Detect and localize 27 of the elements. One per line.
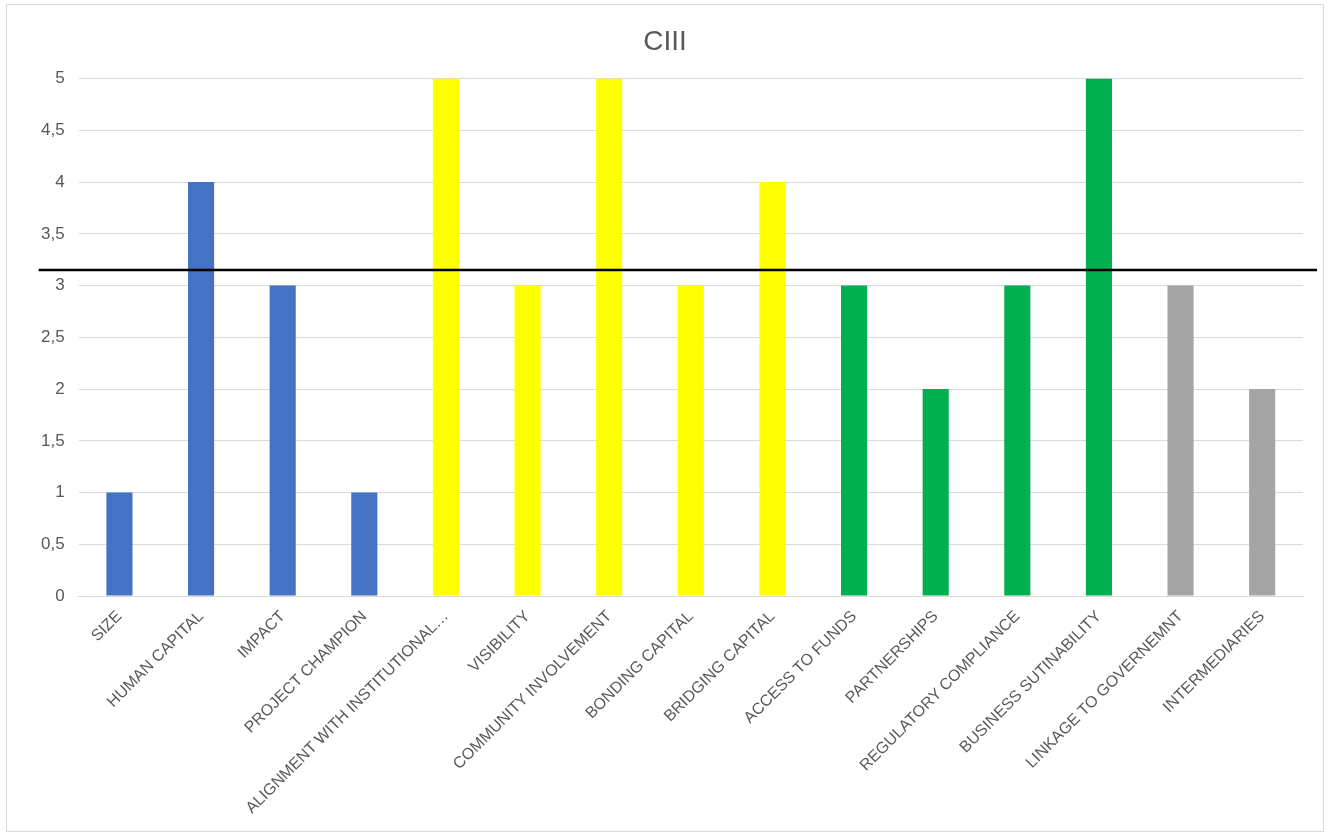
bar bbox=[269, 285, 296, 596]
y-tick-label: 4 bbox=[55, 171, 65, 191]
bar bbox=[1167, 285, 1194, 596]
y-tick-label: 0 bbox=[55, 585, 65, 605]
bar bbox=[106, 492, 133, 596]
y-tick-label: 4,5 bbox=[40, 120, 65, 140]
y-tick-label: 2 bbox=[55, 378, 65, 398]
bar bbox=[596, 78, 623, 596]
bar bbox=[432, 78, 459, 596]
chart-title: CIII bbox=[643, 24, 687, 56]
bar bbox=[1004, 285, 1031, 596]
y-tick-label: 3 bbox=[55, 275, 65, 295]
y-tick-label: 3,5 bbox=[40, 223, 65, 243]
bar bbox=[677, 285, 704, 596]
y-tick-label: 1 bbox=[55, 482, 65, 502]
bar bbox=[922, 389, 949, 596]
bar bbox=[759, 182, 786, 596]
bar bbox=[514, 285, 541, 596]
y-tick-label: 2,5 bbox=[40, 327, 65, 347]
bar bbox=[351, 492, 378, 596]
y-tick-label: 5 bbox=[55, 68, 65, 88]
bar bbox=[188, 182, 215, 596]
bar bbox=[841, 285, 868, 596]
y-tick-label: 0,5 bbox=[40, 534, 65, 553]
bar bbox=[1249, 389, 1276, 596]
y-tick-label: 1,5 bbox=[40, 430, 65, 450]
bar bbox=[1085, 78, 1112, 596]
